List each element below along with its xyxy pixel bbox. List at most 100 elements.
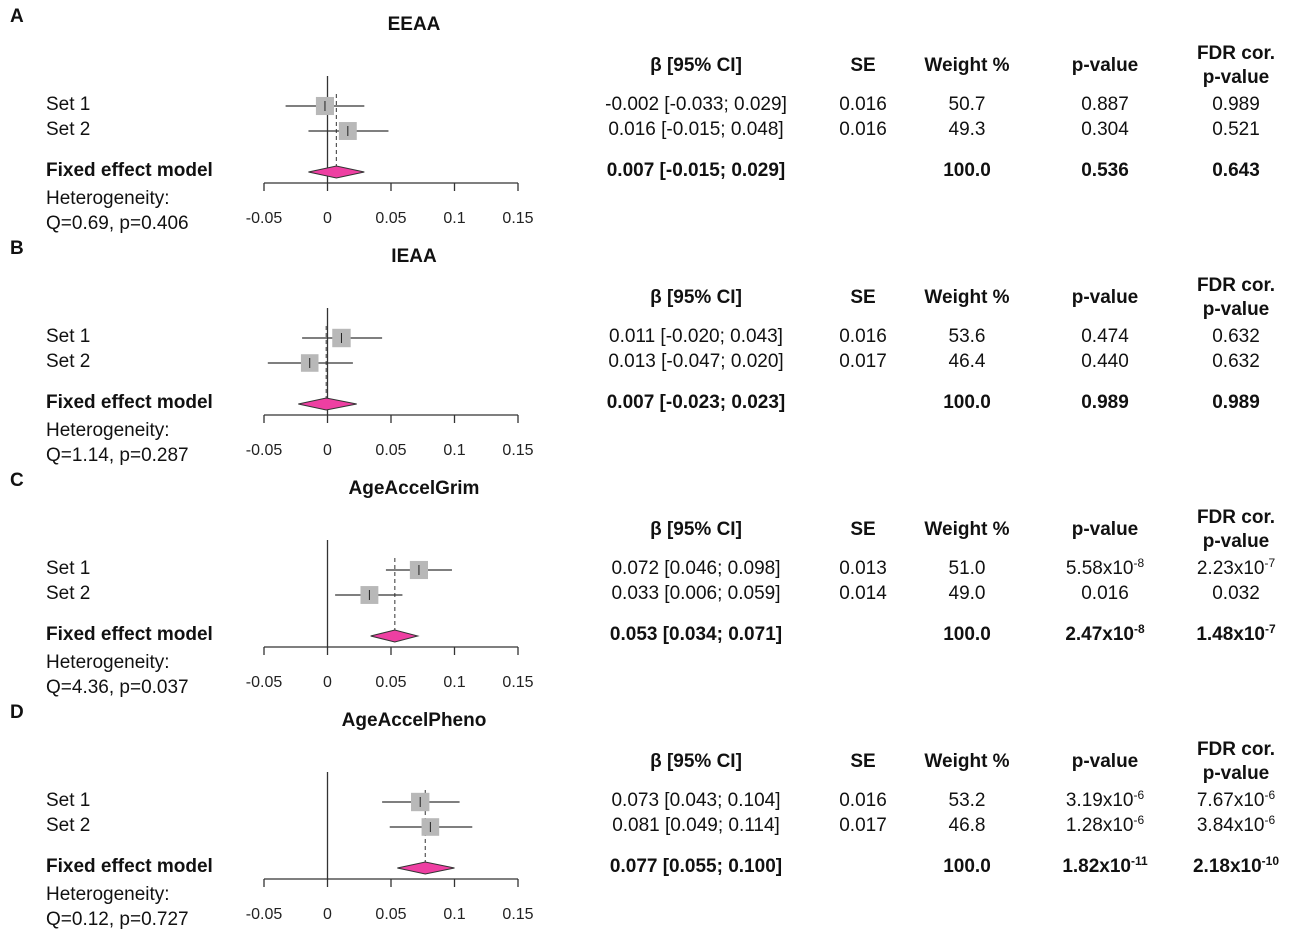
cell-se: 0.016: [839, 326, 887, 347]
x-tick-label: 0: [323, 906, 332, 923]
cell-fdr-exponent: -6: [1264, 788, 1276, 802]
heterogeneity-text: Heterogeneity: Q=4.36, p=0.037: [46, 650, 189, 700]
header-pvalue: p-value: [1071, 519, 1139, 540]
pooled-fdr-exponent: -7: [1265, 622, 1276, 636]
study-label: Set 1: [46, 94, 91, 115]
x-tick-label: 0.1: [443, 210, 465, 227]
x-tick-label: 0: [323, 442, 332, 459]
pooled-pvalue: 0.989: [1081, 392, 1129, 413]
header-fdr: FDR cor. p-value: [1178, 274, 1294, 322]
header-fdr-line1: FDR cor.: [1196, 507, 1276, 528]
cell-fdr: 0.521: [1212, 119, 1260, 140]
x-tick-label: -0.05: [246, 442, 283, 459]
study-label: Set 1: [46, 326, 91, 347]
cell-se: 0.014: [839, 583, 887, 604]
cell-weight: 46.4: [948, 351, 986, 372]
cell-pvalue: 3.19x10-6: [1065, 788, 1145, 811]
study-label: Set 1: [46, 558, 91, 579]
cell-pvalue: 1.28x10-6: [1065, 813, 1145, 836]
pooled-fdr: 0.643: [1212, 160, 1260, 181]
forest-panel-a: A EEAA -0.05 0 0.05 0.1 0.15 Set 1 Set 2 Fixed ef…: [0, 0, 1299, 234]
x-tick-label: 0.15: [502, 442, 533, 459]
forest-panel-d: D AgeAccelPheno -0.05 0 0.05 0.1 0.15 Set 1 Set …: [0, 696, 1299, 930]
header-weight: Weight %: [924, 519, 1010, 540]
heterogeneity-label: Heterogeneity:: [46, 188, 170, 209]
pooled-fdr-exponent: -10: [1261, 854, 1280, 868]
cell-se: 0.017: [839, 351, 887, 372]
cell-fdr-exponent: -6: [1264, 813, 1276, 827]
pooled-fdr: 0.989: [1212, 392, 1260, 413]
cell-pvalue: 0.304: [1081, 119, 1129, 140]
x-tick-label: -0.05: [246, 906, 283, 923]
pooled-diamond: [397, 861, 455, 875]
pooled-weight: 100.0: [943, 160, 991, 181]
cell-beta-ci: 0.033 [0.006; 0.059]: [611, 583, 781, 604]
cell-weight: 53.2: [948, 790, 986, 811]
panel-label: C: [10, 470, 24, 491]
cell-fdr-exponent: -7: [1264, 556, 1276, 570]
cell-fdr: 0.632: [1212, 351, 1260, 372]
header-se: SE: [850, 519, 876, 540]
study-label: Set 2: [46, 119, 91, 140]
header-fdr-line2: p-value: [1202, 531, 1270, 552]
cell-beta-ci: 0.081 [0.049; 0.114]: [612, 815, 780, 836]
x-tick-label: 0: [323, 674, 332, 691]
cell-beta-ci: 0.073 [0.043; 0.104]: [611, 790, 781, 811]
heterogeneity-stat: Q=0.69, p=0.406: [46, 213, 189, 234]
pooled-weight: 100.0: [943, 856, 991, 877]
header-weight: Weight %: [924, 287, 1010, 308]
panel-title: EEAA: [387, 14, 441, 35]
cell-pvalue-exponent: -8: [1133, 556, 1145, 570]
header-se: SE: [850, 751, 876, 772]
header-fdr: FDR cor. p-value: [1178, 506, 1294, 554]
heterogeneity-label: Heterogeneity:: [46, 420, 170, 441]
cell-fdr: 2.23x10-7: [1196, 556, 1276, 579]
cell-weight: 46.8: [948, 815, 986, 836]
header-beta: β [95% CI]: [650, 287, 742, 308]
pooled-fdr: 1.48x10-7: [1196, 622, 1276, 645]
pooled-beta-ci: 0.007 [-0.023; 0.023]: [606, 392, 786, 413]
cell-beta-ci: 0.016 [-0.015; 0.048]: [608, 119, 784, 140]
pooled-fdr: 2.18x10-10: [1192, 854, 1280, 877]
pooled-pvalue-exponent: -8: [1134, 622, 1145, 636]
panel-label: A: [10, 6, 24, 27]
heterogeneity-stat: Q=0.12, p=0.727: [46, 909, 189, 930]
x-tick-label: 0.05: [375, 442, 406, 459]
x-tick-label: 0: [323, 210, 332, 227]
header-fdr-line2: p-value: [1202, 299, 1270, 320]
cell-weight: 50.7: [948, 94, 986, 115]
heterogeneity-text: Heterogeneity: Q=1.14, p=0.287: [46, 418, 189, 468]
header-beta: β [95% CI]: [650, 519, 742, 540]
pooled-beta-ci: 0.077 [0.055; 0.100]: [609, 856, 783, 877]
study-label: Set 2: [46, 351, 91, 372]
x-tick-label: 0.05: [375, 210, 406, 227]
cell-beta-ci: 0.013 [-0.047; 0.020]: [608, 351, 784, 372]
pooled-diamond: [308, 165, 365, 179]
pooled-beta-ci: 0.007 [-0.015; 0.029]: [606, 160, 786, 181]
panel-title: IEAA: [391, 246, 437, 267]
cell-pvalue: 5.58x10-8: [1065, 556, 1145, 579]
cell-weight: 49.3: [948, 119, 986, 140]
heterogeneity-label: Heterogeneity:: [46, 652, 170, 673]
cell-beta-ci: -0.002 [-0.033; 0.029]: [605, 94, 787, 115]
header-se: SE: [850, 55, 876, 76]
x-tick-label: 0.1: [443, 906, 465, 923]
pooled-label: Fixed effect model: [46, 392, 213, 413]
forest-plot: -0.05 0 0.05 0.1 0.15: [246, 772, 534, 923]
header-fdr-line1: FDR cor.: [1196, 43, 1276, 64]
forest-plot: -0.05 0 0.05 0.1 0.15: [246, 540, 534, 691]
cell-se: 0.016: [839, 119, 887, 140]
heterogeneity-text: Heterogeneity: Q=0.69, p=0.406: [46, 186, 189, 236]
pooled-pvalue: 1.82x10-11: [1062, 854, 1148, 877]
x-tick-label: -0.05: [246, 674, 283, 691]
forest-plot: -0.05 0 0.05 0.1 0.15: [246, 76, 534, 227]
cell-fdr: 0.989: [1212, 94, 1260, 115]
panel-label: B: [10, 238, 24, 259]
pooled-weight: 100.0: [943, 624, 991, 645]
cell-beta-ci: 0.011 [-0.020; 0.043]: [609, 326, 783, 347]
cell-fdr: 0.632: [1212, 326, 1260, 347]
study-label: Set 1: [46, 790, 91, 811]
x-tick-label: 0.05: [375, 906, 406, 923]
pooled-label: Fixed effect model: [46, 624, 213, 645]
pooled-pvalue-exponent: -11: [1131, 854, 1148, 868]
